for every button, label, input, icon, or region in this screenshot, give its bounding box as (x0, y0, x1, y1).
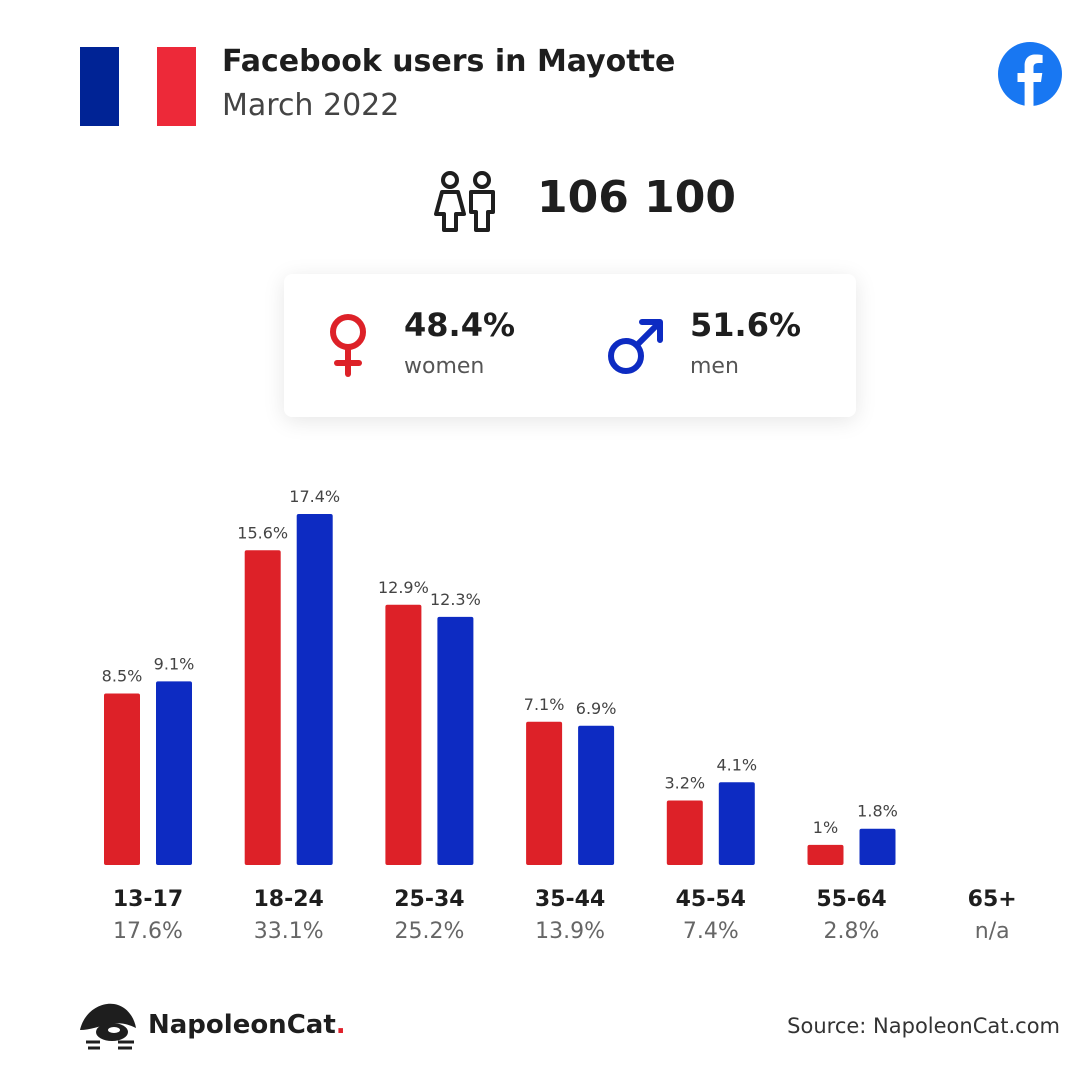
bar-value-label: 8.5% (102, 667, 143, 686)
bar-value-label: 7.1% (524, 695, 565, 714)
source-note: Source: NapoleonCat.com (787, 1014, 1060, 1038)
bar-value-label: 4.1% (716, 755, 757, 774)
x-tick-label: 45-54 (676, 887, 746, 912)
bar-35-44-series-2 (578, 725, 615, 865)
bar-value-label: 6.9% (576, 699, 617, 718)
bar-18-24-series-1 (244, 550, 281, 865)
bar-value-label: 9.1% (154, 654, 195, 673)
flag-stripe-red (157, 47, 197, 126)
bar-value-label: 1.8% (857, 802, 898, 821)
facebook-icon (998, 42, 1062, 106)
x-tick-label: 13-17 (113, 887, 183, 912)
bar-value-label: 1% (813, 818, 838, 837)
age-group-total-label: 13.9% (535, 919, 605, 944)
bar-18-24-series-2 (296, 514, 333, 865)
flag-icon (80, 47, 197, 126)
brand-name-text: NapoleonCat (148, 1010, 336, 1040)
x-tick-label: 18-24 (254, 887, 324, 912)
bar-value-label: 12.9% (378, 578, 429, 597)
age-group-total-label: 17.6% (113, 919, 183, 944)
flag-stripe-blue (80, 47, 119, 126)
gender-card (284, 274, 856, 417)
brand-dot: . (335, 1010, 346, 1040)
bar-25-34-series-1 (385, 604, 422, 865)
brand-name: NapoleonCat. (148, 1010, 346, 1040)
x-tick-label: 35-44 (535, 887, 605, 912)
page-subtitle: March 2022 (222, 88, 400, 123)
page-title: Facebook users in Mayotte (222, 44, 676, 79)
total-users: 106 100 (537, 172, 737, 223)
bar-value-label: 17.4% (289, 487, 340, 506)
female-symbol-icon (316, 310, 380, 380)
bar-45-54-series-1 (666, 800, 703, 865)
male-symbol-icon (604, 312, 668, 382)
people-icon (430, 170, 502, 236)
bar-13-17-series-2 (156, 681, 192, 865)
age-group-total-label: 2.8% (824, 919, 880, 944)
age-group-total-label: 25.2% (394, 919, 464, 944)
age-gender-bar-chart: 8.5% 9.1% 13-17 17.6% 15.6%17.4% 18-24 33.1% 12… (102, 487, 1017, 944)
bar-value-label: 15.6% (237, 523, 288, 542)
women-label: women (404, 354, 485, 379)
bar-value-label: 3.2% (664, 773, 705, 792)
bar-45-54-series-2 (718, 782, 755, 865)
napoleoncat-logo-icon (78, 1000, 140, 1052)
age-group-total-label: 33.1% (254, 919, 324, 944)
x-tick-label: 25-34 (394, 887, 464, 912)
bar-35-44-series-1 (526, 721, 563, 865)
age-group-total-label: 7.4% (683, 919, 739, 944)
bar-value-label: 12.3% (430, 590, 481, 609)
age-group-total-label: n/a (975, 919, 1010, 944)
men-percentage: 51.6% (690, 306, 802, 344)
flag-stripe-white (118, 47, 158, 126)
x-tick-label: 55-64 (816, 887, 886, 912)
men-label: men (690, 354, 739, 379)
x-tick-label: 65+ (968, 887, 1017, 912)
women-percentage: 48.4% (404, 306, 516, 344)
bar-13-17-series-1 (104, 693, 140, 865)
bar-25-34-series-2 (437, 616, 474, 865)
bar-55-64-series-2 (859, 828, 896, 865)
bar-55-64-series-1 (807, 844, 844, 865)
